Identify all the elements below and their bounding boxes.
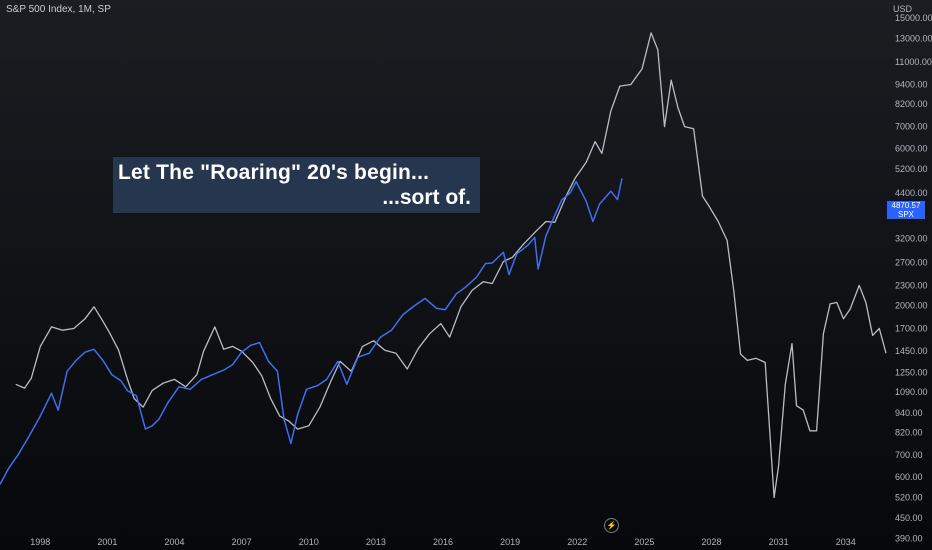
last-price-symbol: SPX	[897, 210, 914, 219]
y-tick-label: 820.00	[895, 428, 923, 438]
x-axis: 1998 2001 2004 2007 2010 2013 2016 2019 2022 2025…	[30, 537, 855, 547]
y-tick-label: 8200.00	[895, 99, 928, 109]
y-tick-label: 2000.00	[895, 300, 928, 310]
x-tick-label: 2031	[769, 537, 789, 547]
annotation-line-2: ...sort of.	[382, 186, 471, 209]
analog-series-line[interactable]	[15, 32, 887, 499]
y-tick-label: 7000.00	[895, 122, 928, 132]
y-axis: 15000.00 13000.00 11000.00 9400.00 8200.00 70…	[895, 13, 932, 544]
x-tick-label: 2010	[299, 537, 319, 547]
x-tick-label: 2034	[836, 537, 856, 547]
y-tick-label: 1250.00	[895, 367, 928, 377]
y-tick-label: 15000.00	[895, 13, 932, 23]
x-tick-label: 2013	[366, 537, 386, 547]
y-tick-label: 4400.00	[895, 188, 928, 198]
spx-series-line[interactable]	[0, 178, 623, 485]
y-tick-label: 2700.00	[895, 258, 928, 268]
lightning-icon[interactable]: ⚡	[604, 518, 619, 533]
x-tick-label: 2007	[232, 537, 252, 547]
x-tick-label: 2025	[634, 537, 654, 547]
y-tick-label: 1090.00	[895, 387, 928, 397]
y-tick-label: 1450.00	[895, 346, 928, 356]
y-tick-label: 2300.00	[895, 280, 928, 290]
y-tick-label: 3200.00	[895, 233, 928, 243]
y-tick-label: 940.00	[895, 408, 923, 418]
y-tick-label: 1700.00	[895, 324, 928, 334]
annotation-line-1: Let The "Roaring" 20's begin...	[118, 161, 430, 184]
y-tick-label: 5200.00	[895, 164, 928, 174]
y-tick-label: 520.00	[895, 493, 923, 503]
y-tick-label: 11000.00	[895, 57, 932, 67]
symbol-title: S&P 500 Index, 1M, SP	[6, 4, 111, 15]
y-tick-label: 6000.00	[895, 144, 928, 154]
x-tick-label: 2022	[567, 537, 587, 547]
currency-label: USD	[893, 4, 913, 14]
x-tick-label: 2016	[433, 537, 453, 547]
y-tick-label: 700.00	[895, 450, 923, 460]
y-tick-label: 450.00	[895, 513, 923, 523]
y-tick-label: 390.00	[895, 534, 923, 544]
last-price-badge: 4870.57 SPX	[887, 201, 925, 219]
annotation-box[interactable]: Let The "Roaring" 20's begin... ...sort …	[113, 157, 480, 213]
last-price-value: 4870.57	[891, 201, 921, 210]
y-tick-label: 600.00	[895, 472, 923, 482]
x-tick-label: 2004	[164, 537, 184, 547]
y-tick-label: 13000.00	[895, 33, 932, 43]
x-tick-label: 1998	[30, 537, 50, 547]
x-tick-label: 2001	[97, 537, 117, 547]
series-layer	[0, 32, 887, 499]
y-tick-label: 9400.00	[895, 80, 928, 90]
x-tick-label: 2019	[500, 537, 520, 547]
x-tick-label: 2028	[701, 537, 721, 547]
